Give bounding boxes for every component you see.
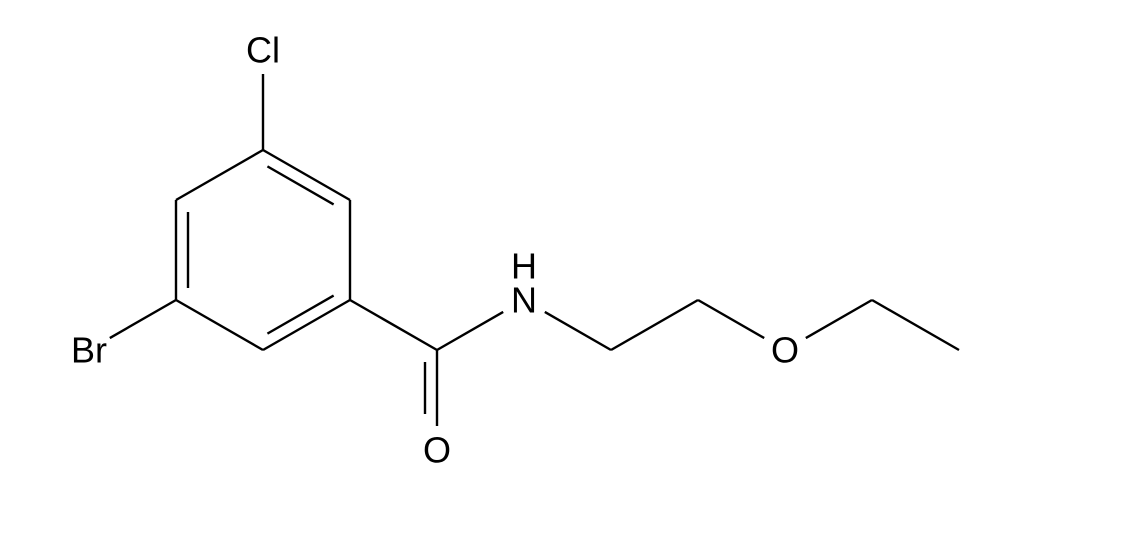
atom-label: Br xyxy=(71,330,107,371)
atom-label: Cl xyxy=(246,30,280,71)
bond xyxy=(176,150,263,200)
bond xyxy=(611,300,698,350)
bond xyxy=(263,150,350,200)
bond xyxy=(872,300,959,350)
bond xyxy=(806,300,872,338)
bond xyxy=(263,300,350,350)
bond xyxy=(176,300,263,350)
bond xyxy=(545,312,611,350)
molecule-diagram: ClBrONHO xyxy=(0,0,1135,552)
bond xyxy=(110,300,176,338)
atom-label-h: H xyxy=(511,245,537,286)
bond xyxy=(350,300,437,350)
atom-label: O xyxy=(771,330,799,371)
atom-label: O xyxy=(423,430,451,471)
bond xyxy=(437,312,503,350)
bond xyxy=(698,300,764,338)
atoms-group: ClBrONHO xyxy=(71,30,799,471)
